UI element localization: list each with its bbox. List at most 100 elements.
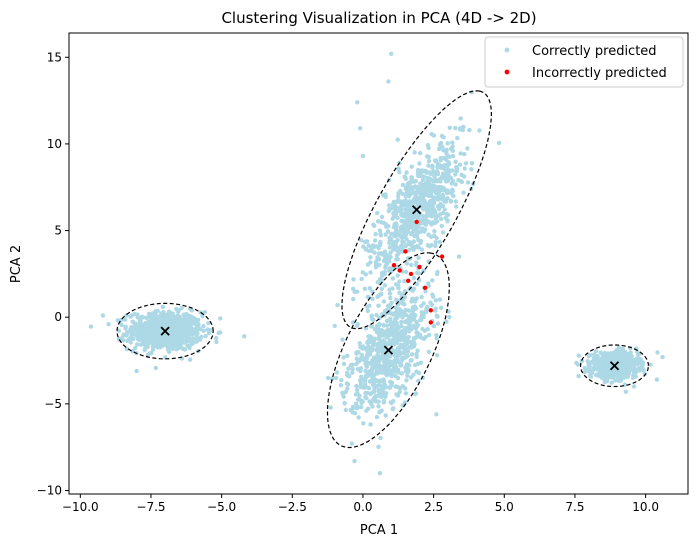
correct-point: [411, 372, 416, 377]
y-axis: −10 −5 0 5 10 15: [37, 50, 69, 498]
correct-point: [496, 140, 502, 146]
correct-point: [356, 415, 361, 420]
x-tick-label: 10.0: [632, 500, 659, 514]
correct-point: [370, 296, 375, 301]
correct-point: [383, 394, 388, 399]
correct-point: [399, 362, 404, 368]
correct-point: [350, 370, 355, 375]
y-tick-label: −10: [37, 484, 62, 498]
correct-point: [179, 320, 184, 325]
correct-point: [409, 262, 414, 268]
correct-point: [379, 349, 385, 354]
correct-point: [381, 193, 386, 198]
cluster-ellipse: [116, 302, 214, 360]
correct-point: [383, 222, 389, 227]
correct-point: [170, 328, 176, 334]
legend-marker-incorrect: [504, 69, 510, 75]
correct-point: [434, 169, 440, 174]
correct-point: [363, 368, 368, 374]
correct-point: [404, 340, 409, 346]
correct-point: [442, 163, 447, 168]
correct-point: [340, 337, 345, 342]
correct-point: [440, 210, 446, 216]
correct-point: [375, 219, 381, 224]
correct-point: [187, 313, 192, 319]
correct-point: [591, 352, 597, 357]
correct-point: [398, 386, 403, 391]
correct-point: [453, 172, 458, 177]
correct-point: [355, 100, 360, 105]
correct-point: [387, 385, 392, 390]
correct-point: [406, 203, 411, 209]
correct-point: [177, 314, 182, 320]
correct-point: [447, 125, 452, 130]
correct-point: [382, 283, 388, 288]
correct-point: [438, 140, 444, 146]
correct-point: [414, 270, 420, 276]
correct-point: [457, 126, 463, 131]
correct-point: [139, 323, 144, 328]
correct-point: [373, 262, 379, 267]
correct-point: [355, 322, 360, 327]
correct-point: [372, 397, 377, 402]
correct-point: [388, 250, 393, 255]
correct-point: [187, 357, 193, 362]
correct-point: [425, 179, 430, 184]
correct-point: [379, 408, 384, 413]
correct-point: [406, 256, 411, 261]
correct-point: [430, 163, 435, 168]
correct-point: [449, 181, 454, 186]
correct-point: [160, 304, 166, 310]
correct-point: [444, 151, 449, 156]
correct-point: [163, 340, 168, 345]
correct-point: [378, 292, 384, 297]
correct-point: [357, 393, 362, 398]
correct-point: [637, 351, 642, 357]
correct-point: [388, 295, 393, 301]
correct-point: [134, 342, 140, 347]
correct-point: [443, 199, 449, 204]
correct-point: [456, 178, 461, 183]
correct-point: [409, 343, 414, 349]
correct-point: [602, 379, 607, 385]
correct-point: [403, 369, 409, 374]
correct-point: [436, 146, 442, 152]
correct-point: [388, 316, 393, 321]
correct-point: [195, 331, 200, 336]
correct-point: [345, 370, 350, 376]
correct-point: [438, 158, 443, 163]
correct-point: [338, 383, 344, 388]
correct-point: [384, 335, 390, 340]
correct-point: [424, 154, 430, 159]
correct-point: [438, 176, 443, 182]
correct-point: [462, 151, 467, 157]
correct-point: [428, 183, 433, 188]
correct-point: [122, 317, 128, 322]
correct-point: [387, 203, 392, 208]
correct-point: [413, 194, 418, 199]
x-tick-label: −10.0: [62, 500, 99, 514]
correct-point: [593, 349, 599, 354]
correct-point: [179, 325, 184, 331]
correct-point: [365, 294, 371, 300]
correct-point: [637, 368, 642, 373]
correct-point: [127, 336, 132, 342]
correct-point: [433, 216, 438, 221]
correct-point: [431, 133, 437, 138]
correct-point: [354, 356, 359, 361]
correct-point: [395, 215, 400, 220]
correct-point: [371, 222, 376, 227]
correct-point: [453, 199, 458, 204]
y-tick-label: 0: [54, 310, 62, 324]
correct-point: [432, 220, 438, 226]
correct-point: [387, 240, 392, 246]
correct-point: [150, 312, 156, 317]
correct-point: [435, 321, 441, 326]
correct-point: [435, 161, 441, 167]
correct-point: [357, 126, 363, 131]
correct-point: [421, 168, 426, 173]
correct-point: [351, 297, 356, 302]
correct-point: [414, 351, 419, 357]
correct-point: [427, 332, 432, 338]
correct-point: [445, 154, 450, 159]
